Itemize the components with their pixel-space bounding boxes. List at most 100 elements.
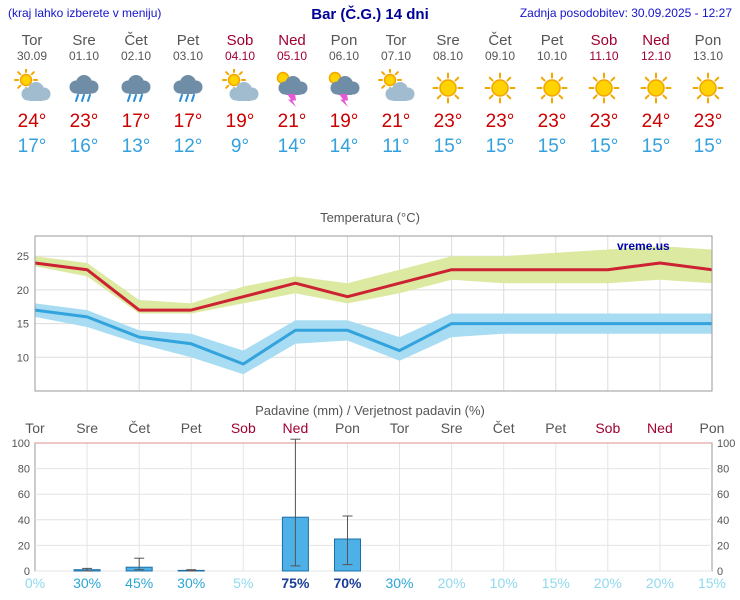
day-name: Tor [21, 32, 43, 49]
rain-icon [58, 67, 110, 109]
partly-cloudy-icon [6, 67, 58, 109]
day-date: 11.10 [589, 49, 619, 63]
day-date: 05.10 [276, 49, 308, 63]
precip-ytick-right: 20 [717, 540, 729, 552]
temperature-section: Temperatura (°C) 10 15 20 25 vreme.us [0, 210, 740, 401]
day-name: Pet [540, 32, 564, 49]
day-name: Sob [590, 32, 618, 49]
day-max-temp: 23° [537, 111, 567, 132]
precip-probability-label: 45% [125, 575, 153, 591]
precip-day-label: Pon [335, 420, 360, 436]
day-max-temp: 24° [17, 111, 47, 132]
day-column: Pon 13.10 23° 15° [682, 33, 734, 160]
precip-probability-label: 70% [333, 575, 362, 591]
precip-day-label: Ned [647, 420, 673, 436]
precip-day-label: Sre [76, 420, 98, 436]
day-date: 01.10 [68, 49, 100, 63]
day-name: Čet [488, 32, 512, 49]
precip-day-label: Pet [181, 420, 202, 436]
min-temp-band [35, 303, 712, 375]
precip-day-label: Pet [545, 420, 566, 436]
day-max-temp: 19° [225, 111, 255, 132]
min-temp-line [34, 308, 712, 366]
precip-probability-label: 20% [594, 575, 622, 591]
sunny-icon [630, 67, 682, 109]
precip-day-label: Sob [595, 420, 620, 436]
day-column: Sob 04.10 19° 9° [214, 33, 266, 160]
precip-probability-label: 15% [542, 575, 570, 591]
day-min-temp: 12° [173, 136, 203, 157]
precip-day-label: Čet [493, 420, 515, 436]
day-date: 13.10 [692, 49, 724, 63]
day-min-temp: 15° [693, 136, 723, 157]
day-date: 03.10 [172, 49, 204, 63]
sunny-icon [682, 67, 734, 109]
day-date: 06.10 [328, 49, 360, 63]
precip-probability-label: 20% [438, 575, 466, 591]
precipitation-chart-title: Padavine (mm) / Verjetnost padavin (%) [255, 403, 485, 418]
day-date: 30.09 [16, 49, 48, 63]
day-name: Pon [330, 32, 358, 49]
day-min-temp: 16° [69, 136, 99, 157]
day-min-temp: 15° [537, 136, 567, 157]
precip-day-label: Pon [700, 420, 725, 436]
precip-ytick-right: 60 [717, 489, 729, 501]
precip-probability-label: 75% [281, 575, 310, 591]
day-name: Ned [642, 32, 670, 49]
max-temp-band [35, 246, 712, 314]
day-max-temp: 23° [485, 111, 515, 132]
precip-probability-label: 30% [73, 575, 101, 591]
day-name: Pet [176, 32, 200, 49]
precip-ytick-left: 60 [18, 489, 30, 501]
day-column: Pon 06.10 19° 14° [318, 33, 370, 160]
precip-ytick-right: 0 [717, 566, 723, 578]
day-min-temp: 15° [641, 136, 671, 157]
day-name: Sob [226, 32, 254, 49]
sunny-icon [422, 67, 474, 109]
day-max-temp: 21° [277, 111, 307, 132]
precip-ytick-left: 80 [18, 464, 30, 476]
temp-ytick-label: 10 [17, 352, 29, 364]
day-min-temp: 15° [485, 136, 515, 157]
precipitation-chart: Tor Sre Čet Pet Sob Ned Pon Tor Sre Čet Pet Sob Ned P… [12, 420, 736, 591]
day-max-temp: 23° [693, 111, 723, 132]
precip-day-label: Sre [441, 420, 463, 436]
precip-day-label: Sob [231, 420, 256, 436]
day-date: 08.10 [432, 49, 464, 63]
temperature-chart: 10 15 20 25 vreme.us [17, 235, 713, 392]
precip-day-label: Tor [25, 420, 45, 436]
day-min-temp: 15° [589, 136, 619, 157]
sunny-icon [474, 67, 526, 109]
day-column: Čet 09.10 23° 15° [474, 33, 526, 160]
day-date: 09.10 [484, 49, 516, 63]
day-min-temp: 14° [329, 136, 359, 157]
max-temp-line [34, 261, 713, 312]
precip-day-label: Tor [390, 420, 410, 436]
partly-cloudy-icon [370, 67, 422, 109]
day-min-temp: 9° [230, 136, 250, 157]
precip-probability-label: 5% [233, 575, 253, 591]
rain-icon [110, 67, 162, 109]
sunny-icon [526, 67, 578, 109]
day-name: Sre [436, 32, 460, 49]
day-name: Čet [124, 32, 148, 49]
rain-icon [162, 67, 214, 109]
day-max-temp: 17° [173, 111, 203, 132]
precip-probability-label: 0% [25, 575, 45, 591]
day-column: Ned 05.10 21° 14° [266, 33, 318, 160]
day-min-temp: 13° [121, 136, 151, 157]
day-column: Sre 01.10 23° 16° [58, 33, 110, 160]
sunny-icon [578, 67, 630, 109]
day-column: Tor 07.10 21° 11° [370, 33, 422, 160]
day-date: 02.10 [120, 49, 152, 63]
day-max-temp: 23° [589, 111, 619, 132]
precipitation-section: Padavine (mm) / Verjetnost padavin (%) T… [0, 403, 740, 593]
precip-probability-label: 30% [385, 575, 413, 591]
precip-day-label: Ned [283, 420, 309, 436]
day-min-temp: 11° [382, 136, 410, 157]
precip-ytick-left: 0 [24, 566, 30, 578]
precip-ytick-right: 80 [717, 464, 729, 476]
day-date: 07.10 [380, 49, 412, 63]
day-date: 10.10 [536, 49, 568, 63]
day-column: Pet 03.10 17° 12° [162, 33, 214, 160]
